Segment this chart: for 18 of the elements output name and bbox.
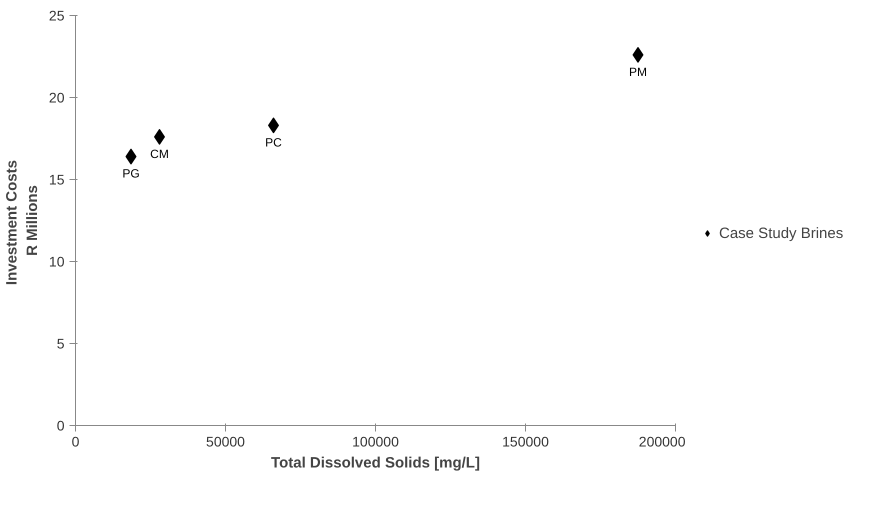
annotation: CM (150, 146, 169, 161)
y-tick-label: 5 (56, 336, 65, 352)
y-axis-title: Investment Costs R Millions (4, 160, 41, 286)
y-tick-label: 25 (48, 8, 65, 24)
legend-label: Case Study Brines (719, 224, 844, 242)
y-tick-label: 15 (48, 172, 65, 188)
y-tick-label: 20 (48, 90, 65, 106)
annotation: PC (265, 135, 282, 150)
y-tick-label: 10 (48, 254, 65, 270)
x-tick-label: 200000 (638, 434, 686, 450)
y-tick-label: 0 (56, 418, 65, 434)
x-tick-label: 50000 (206, 434, 246, 450)
annotation: PG (122, 166, 140, 181)
x-tick-label: 100000 (352, 434, 400, 450)
x-tick-label: 0 (72, 434, 80, 450)
x-tick-label: 150000 (502, 434, 550, 450)
annotation: PM (629, 64, 648, 79)
x-axis-title: Total Dissolved Solids [mg/L] (271, 454, 480, 472)
